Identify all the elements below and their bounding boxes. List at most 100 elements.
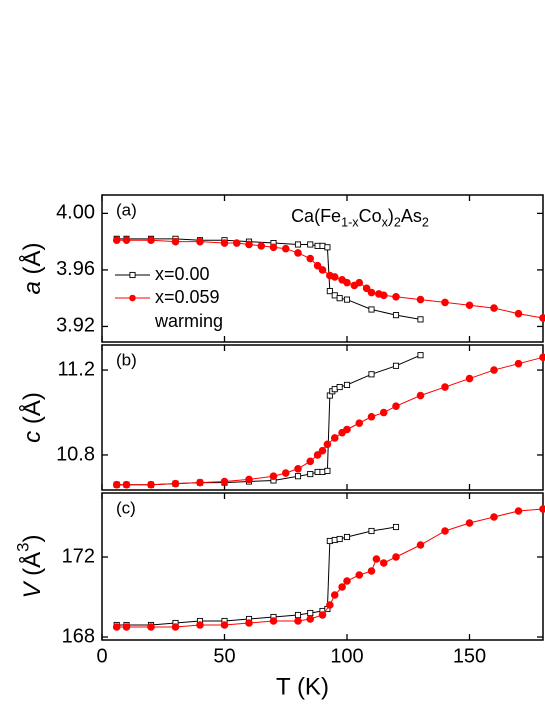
marker bbox=[336, 295, 343, 302]
marker bbox=[343, 425, 351, 434]
x-tick-label: 50 bbox=[213, 645, 235, 667]
marker bbox=[122, 236, 131, 245]
plot-frame bbox=[101, 194, 544, 343]
y-axis-label: V (Å3) bbox=[14, 534, 47, 598]
marker bbox=[465, 374, 474, 383]
marker bbox=[355, 419, 364, 427]
marker bbox=[112, 480, 121, 489]
plot-frame bbox=[101, 344, 544, 491]
marker bbox=[318, 266, 327, 274]
text-part: Ca(Fe bbox=[291, 206, 341, 226]
series-line bbox=[116, 356, 544, 486]
series-line bbox=[116, 354, 421, 486]
marker bbox=[392, 523, 400, 531]
marker bbox=[441, 383, 449, 391]
marker bbox=[147, 623, 155, 631]
marker bbox=[220, 477, 229, 486]
y-tick-label: 10.8 bbox=[56, 443, 95, 465]
marker bbox=[514, 359, 523, 368]
marker bbox=[307, 471, 314, 478]
marker bbox=[171, 237, 180, 246]
marker bbox=[122, 480, 131, 489]
marker bbox=[323, 440, 332, 449]
marker bbox=[245, 619, 253, 627]
marker bbox=[539, 314, 545, 322]
text-part: 3 bbox=[14, 542, 33, 551]
marker bbox=[318, 446, 327, 455]
marker bbox=[319, 242, 326, 249]
marker bbox=[343, 381, 351, 388]
marker bbox=[294, 249, 302, 257]
marker bbox=[539, 505, 545, 513]
marker bbox=[465, 519, 474, 527]
text-part: (Å) bbox=[18, 392, 46, 431]
marker bbox=[324, 244, 331, 251]
y-tick-label: 11.2 bbox=[58, 358, 95, 380]
text-part: ) bbox=[19, 534, 46, 542]
text-part: c bbox=[19, 431, 46, 443]
marker bbox=[306, 254, 315, 263]
marker bbox=[307, 609, 314, 617]
text-part: As bbox=[401, 206, 422, 226]
marker bbox=[368, 371, 375, 378]
marker bbox=[416, 541, 425, 549]
legend-label: x=0.059 bbox=[155, 287, 220, 307]
text-part: 2 bbox=[422, 216, 429, 230]
marker bbox=[441, 298, 449, 307]
marker bbox=[343, 296, 351, 303]
y-tick-label: 168 bbox=[62, 625, 95, 647]
marker bbox=[441, 527, 449, 535]
series-line bbox=[116, 526, 397, 626]
marker bbox=[245, 240, 253, 249]
marker bbox=[232, 239, 241, 247]
marker bbox=[372, 555, 381, 563]
marker bbox=[314, 242, 321, 249]
marker bbox=[343, 278, 351, 287]
marker bbox=[313, 451, 322, 459]
marker bbox=[269, 472, 278, 481]
plot-frame bbox=[101, 492, 544, 641]
panel-label: (b) bbox=[116, 350, 137, 369]
marker bbox=[362, 284, 371, 293]
marker bbox=[269, 617, 278, 625]
legend-marker bbox=[129, 294, 136, 302]
y-tick-label: 172 bbox=[62, 545, 95, 567]
x-tick-label: 100 bbox=[330, 645, 363, 667]
marker bbox=[514, 309, 523, 318]
marker bbox=[368, 306, 375, 313]
marker bbox=[171, 623, 180, 631]
marker bbox=[392, 553, 400, 561]
y-axis-label: a (Å) bbox=[18, 242, 46, 294]
marker bbox=[336, 535, 343, 543]
marker bbox=[281, 469, 290, 477]
marker bbox=[306, 615, 315, 623]
marker bbox=[343, 577, 351, 585]
marker bbox=[319, 468, 326, 476]
marker bbox=[392, 402, 400, 410]
marker bbox=[147, 480, 155, 489]
marker bbox=[269, 243, 278, 252]
x-tick-label: 150 bbox=[453, 645, 486, 667]
marker bbox=[336, 383, 343, 391]
marker bbox=[306, 457, 315, 466]
marker bbox=[112, 623, 121, 631]
text-part: a bbox=[19, 281, 46, 294]
legend-note: warming bbox=[154, 311, 223, 331]
marker bbox=[379, 559, 388, 567]
legend-marker bbox=[129, 271, 136, 279]
marker bbox=[331, 536, 338, 544]
marker bbox=[367, 567, 376, 575]
marker bbox=[257, 242, 266, 250]
marker bbox=[294, 611, 302, 619]
panel-label: (c) bbox=[116, 498, 136, 517]
marker bbox=[196, 478, 204, 487]
marker bbox=[355, 571, 364, 579]
text-part: ) bbox=[388, 206, 394, 226]
marker bbox=[331, 386, 338, 393]
marker bbox=[490, 304, 498, 312]
text-part: 2 bbox=[394, 216, 401, 230]
marker bbox=[326, 601, 334, 609]
marker bbox=[314, 468, 321, 476]
text-part: (Å bbox=[18, 552, 46, 583]
